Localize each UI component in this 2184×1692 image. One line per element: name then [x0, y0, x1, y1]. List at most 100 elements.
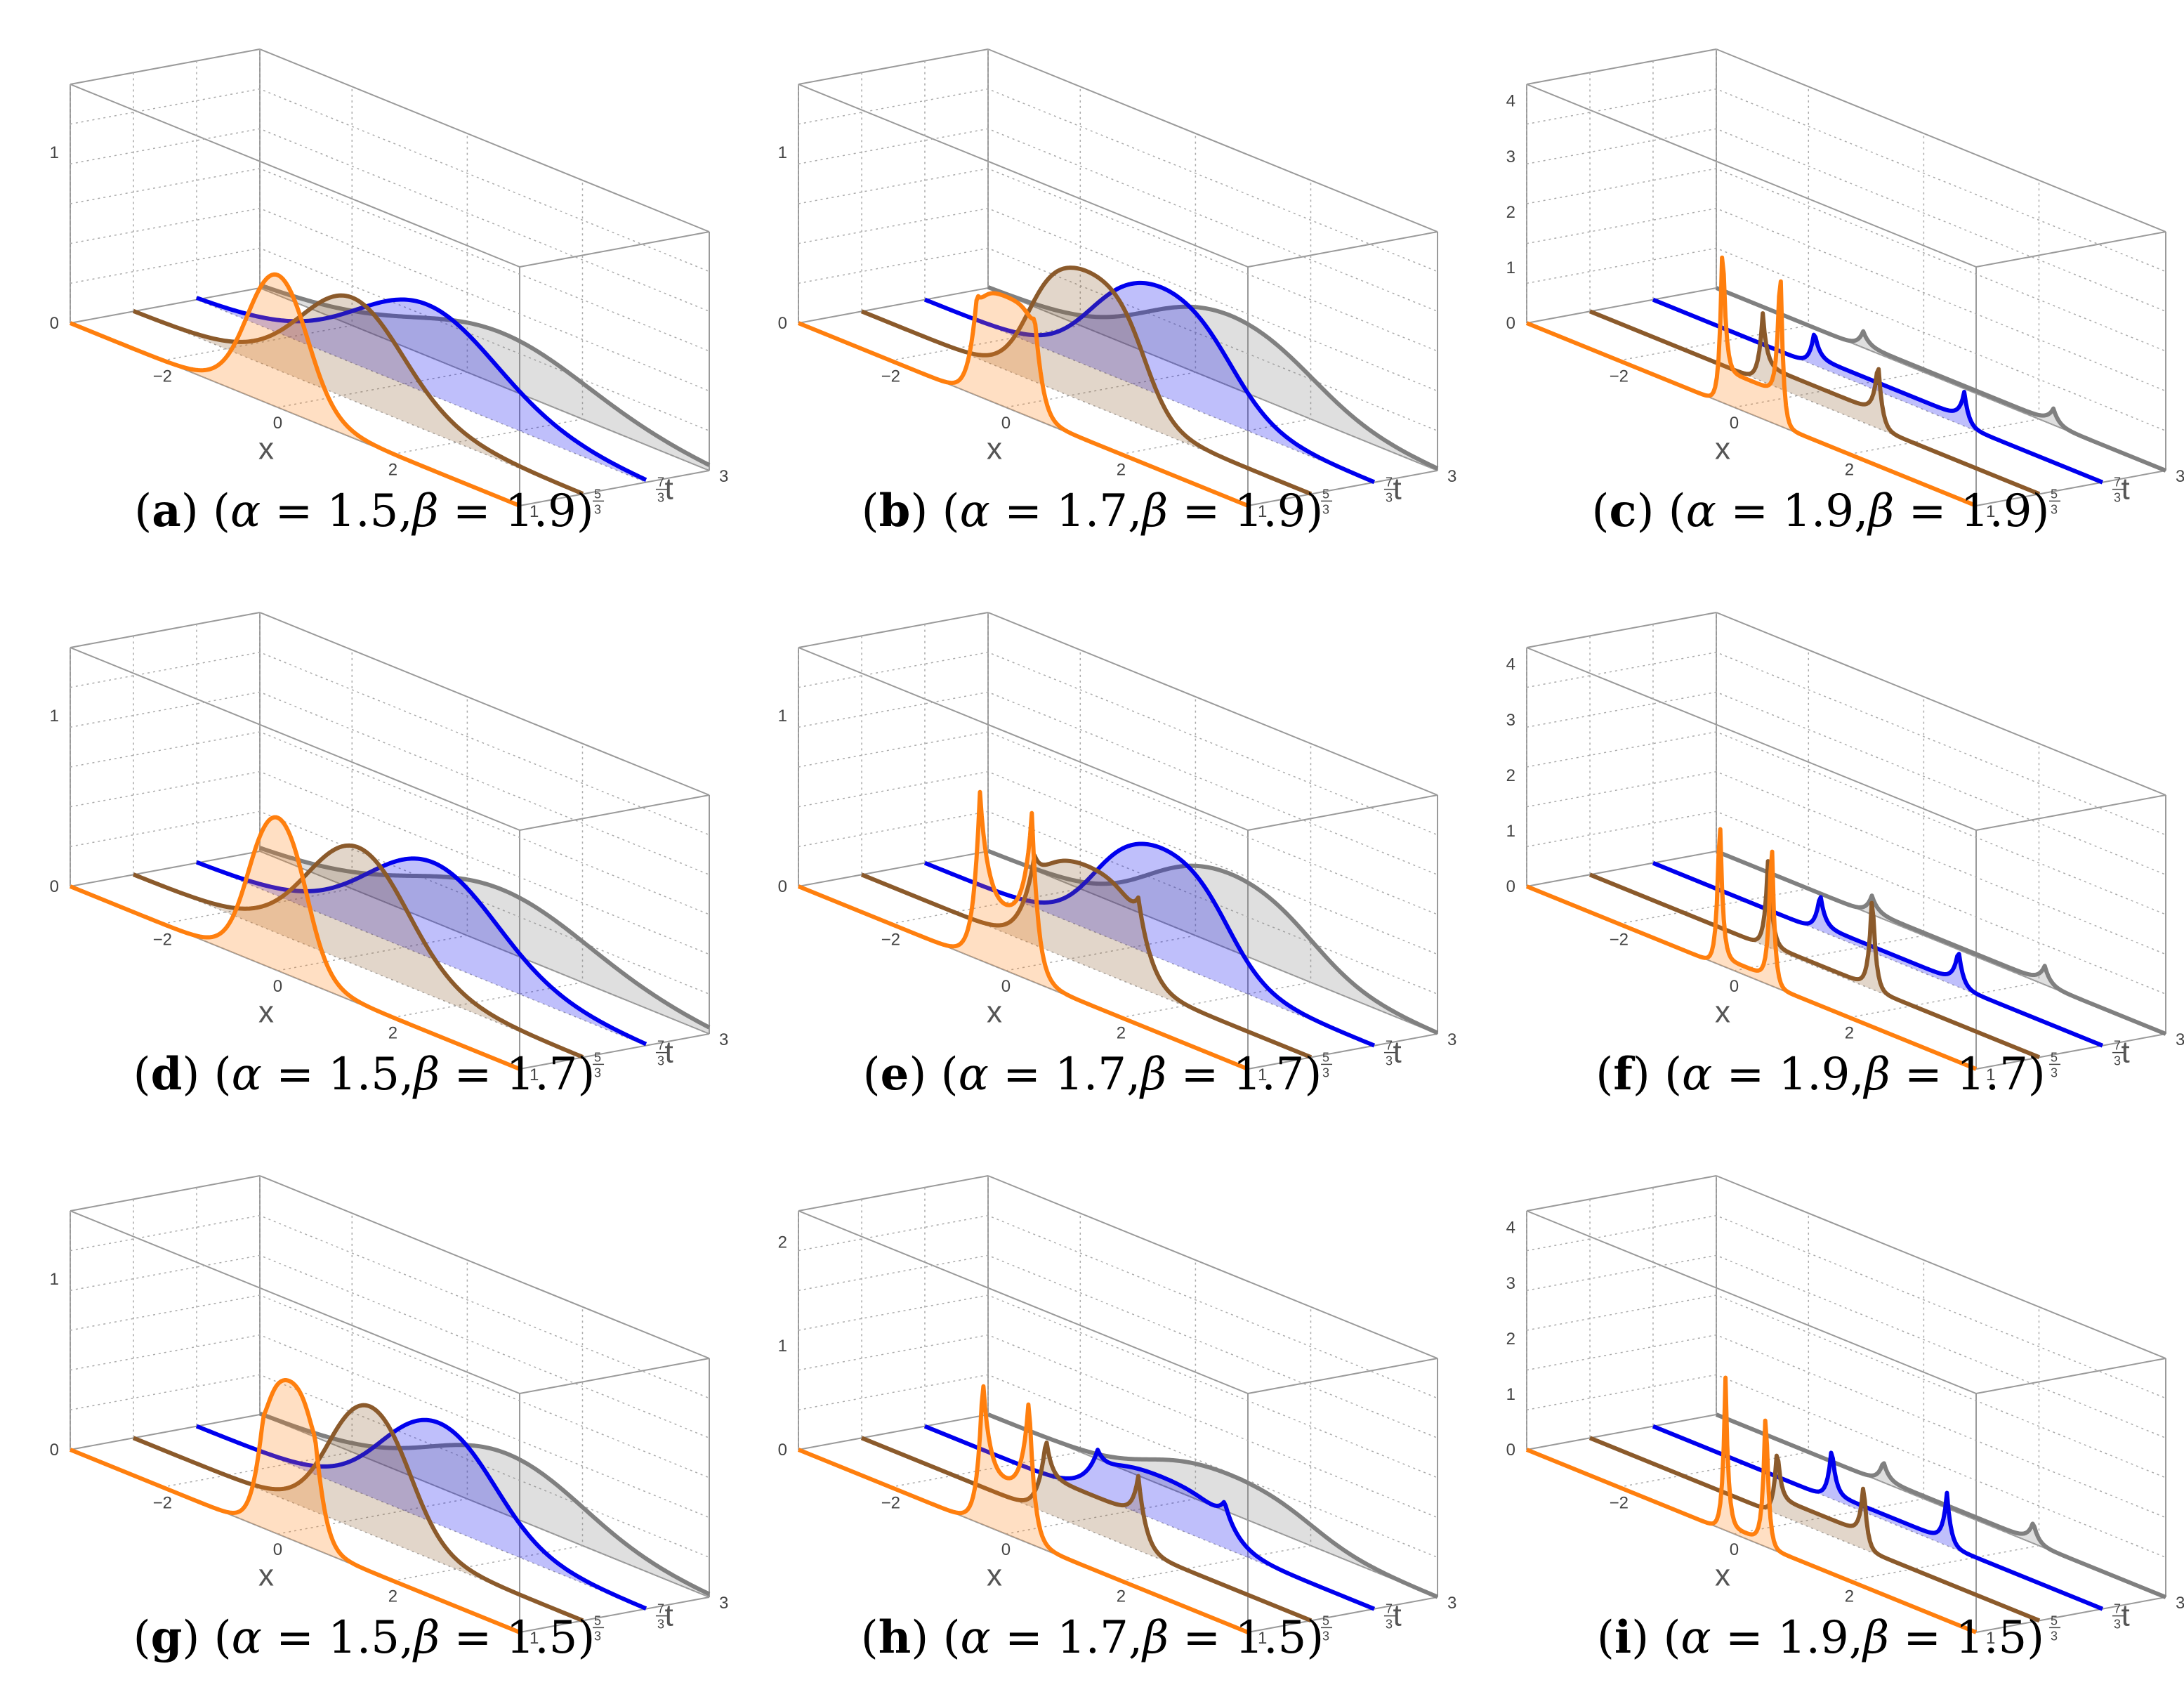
box-edge	[259, 287, 710, 471]
alpha-symbol: α	[1685, 485, 1716, 537]
beta-value: 1.7	[1956, 1049, 2028, 1101]
z-tick-label: 1	[778, 707, 787, 726]
alpha-symbol: α	[230, 485, 261, 537]
box-edge	[519, 1358, 710, 1394]
t-tick-numerator: 7	[657, 1039, 664, 1053]
caption-paren-close: )	[577, 1049, 596, 1101]
t-tick-numerator: 5	[1322, 487, 1329, 501]
grid-line	[259, 1176, 710, 1598]
grid-line	[924, 60, 1375, 483]
box-edge	[1975, 794, 2166, 831]
x-axis-label: x	[987, 995, 1002, 1029]
t-tick-numerator: 7	[2114, 1039, 2121, 1053]
bounding-box	[70, 612, 710, 1070]
alpha-value: 1.9	[1778, 1049, 1850, 1101]
panel-f: 0 1 2 3 4 −2 0 2 x 1 5 3 7 3 3 t (f) (α = 1.9,β = 1.7)	[1456, 563, 2184, 1127]
grid-line	[70, 1214, 710, 1399]
series-line-2	[132, 843, 584, 1059]
x-tick-label: −2	[881, 1493, 900, 1512]
grid-line	[1589, 636, 2040, 1058]
t-tick-label: 3	[2176, 1594, 2184, 1613]
equals: =	[1889, 1612, 1956, 1664]
box-edge	[987, 851, 1438, 1035]
grid-line	[70, 88, 710, 273]
series-fill-4	[260, 848, 709, 1034]
t-tick-denominator: 3	[1386, 1054, 1393, 1068]
t-tick-denominator: 3	[1322, 1065, 1329, 1080]
alpha-symbol: α	[231, 1612, 262, 1664]
box-edge	[70, 1175, 261, 1212]
box-edge	[259, 851, 710, 1035]
grid-line	[1526, 128, 2166, 313]
box-edge	[259, 612, 710, 796]
grid-line	[861, 72, 1312, 495]
series-fill-2	[133, 845, 584, 1058]
grid-line	[798, 247, 1438, 432]
grid-line	[924, 624, 1375, 1047]
series-line-3	[1652, 860, 2104, 1048]
box-edge	[1526, 1210, 1977, 1394]
grid-line	[70, 247, 710, 432]
z-tick-label: 1	[778, 143, 787, 162]
box-edge	[259, 1175, 710, 1359]
series-line-1	[1525, 255, 1978, 508]
z-tick-label: 4	[1506, 655, 1515, 674]
box-edge	[798, 1414, 989, 1450]
x-tick-label: 0	[1730, 414, 1739, 433]
box-edge	[987, 612, 1438, 796]
t-axis-label: t	[2121, 472, 2130, 506]
comma: ,	[1848, 1612, 1864, 1664]
box-edge	[798, 851, 989, 887]
grid-line	[1526, 1374, 2166, 1559]
caption-letter: f	[1613, 1048, 1633, 1101]
bounding-box	[70, 48, 710, 506]
grid-line	[1849, 743, 2040, 1018]
box-edge	[70, 851, 261, 887]
x-tick-label: −2	[1610, 1493, 1629, 1512]
t-tick-label: 3	[2176, 467, 2184, 486]
x-tick-label: −2	[153, 367, 172, 386]
equals: =	[438, 485, 505, 537]
alpha-symbol: α	[960, 1612, 991, 1664]
t-tick-label: 1	[529, 1065, 539, 1084]
caption-paren-close: )	[2027, 1049, 2046, 1101]
x-axis-label: x	[1715, 995, 1730, 1029]
box-edge	[987, 287, 1438, 471]
panel-g: 0 1 −2 0 2 x 1 5 3 7 3 3 t (g) (α = 1.5,β = 1.5)	[0, 1127, 728, 1691]
box-edge	[70, 1210, 520, 1394]
x-axis-label: x	[987, 1558, 1002, 1592]
series-line-2	[860, 265, 1313, 497]
grid-line	[798, 651, 1438, 836]
caption-paren-mid: ) (	[909, 1049, 959, 1101]
x-tick-label: −2	[1610, 367, 1629, 386]
equals: =	[1711, 1612, 1777, 1664]
x-tick-label: 2	[1117, 1024, 1126, 1043]
comma: ,	[1127, 485, 1143, 537]
series-fill-1	[798, 1386, 1248, 1632]
equals: =	[1894, 485, 1961, 537]
grid-line	[1526, 88, 2166, 273]
z-tick-label: 1	[50, 707, 59, 726]
grid-lines	[70, 1176, 710, 1633]
series-line-4	[1715, 849, 2167, 1036]
beta-value: 1.9	[1234, 485, 1306, 537]
grid-line	[196, 1187, 647, 1610]
grid-line	[987, 49, 1438, 471]
box-edge	[1526, 1414, 1717, 1450]
grid-line	[70, 128, 710, 313]
t-tick-numerator: 7	[1386, 476, 1393, 490]
grid-line	[1849, 1306, 2040, 1582]
series-line-1	[69, 272, 521, 508]
grid-line	[1121, 1306, 1312, 1582]
t-tick-numerator: 5	[1322, 1613, 1329, 1627]
box-edge	[1247, 470, 1438, 506]
z-tick-label: 1	[778, 1337, 787, 1356]
series-fill-3	[924, 844, 1374, 1046]
grid-line	[987, 1176, 1438, 1598]
beta-symbol: β	[1868, 485, 1895, 537]
caption-paren-close: )	[577, 1612, 596, 1664]
grid-lines	[798, 1176, 1438, 1633]
